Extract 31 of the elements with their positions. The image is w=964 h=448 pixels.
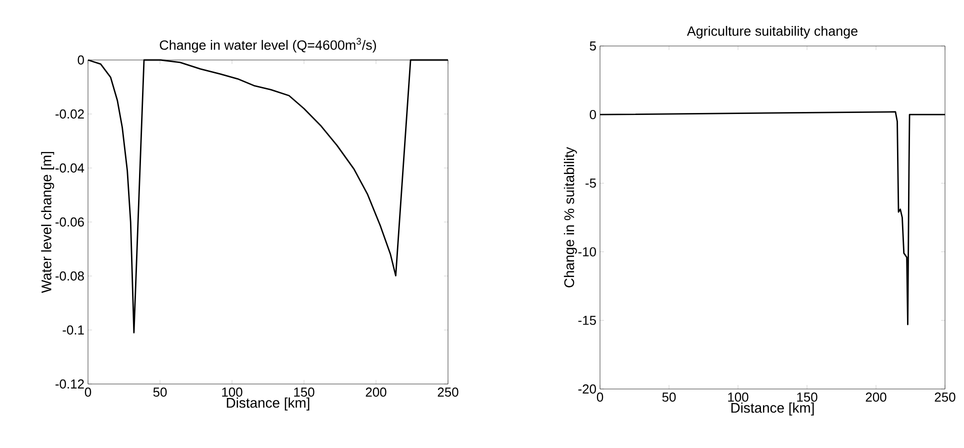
x-tick-label: 100 (728, 392, 748, 402)
y-tick-label: -15 (578, 316, 596, 325)
y-tick-label: 0 (78, 55, 84, 65)
y-axis-title: Water level change [m] (41, 152, 54, 293)
y-tick-label: -0.08 (56, 271, 84, 281)
x-tick-label: 0 (84, 388, 92, 397)
y-tick-label: -0.02 (56, 109, 84, 119)
x-tick-label: 150 (797, 392, 818, 402)
x-tick-label: 50 (153, 388, 167, 397)
chart-title: Change in water level (Q=4600m$^{3}$/s) (160, 38, 376, 53)
x-tick-label: 50 (662, 392, 676, 402)
x-axis-title: Distance [km] (731, 402, 814, 416)
x-axis-title: Distance [km] (226, 398, 310, 411)
x-tick-label: 200 (366, 388, 386, 397)
x-tick-label: 200 (866, 392, 886, 402)
y-tick-label: -0.12 (56, 379, 84, 389)
y-tick-label: -0.1 (62, 325, 84, 335)
chart-title: Agriculture suitability change (686, 26, 858, 39)
y-tick-label: -0.04 (56, 163, 84, 173)
y-tick-label: 0 (590, 110, 596, 120)
y-axis-title: Change in % suitability (564, 147, 577, 288)
y-tick-label: -5 (586, 178, 596, 188)
x-tick-label: 250 (934, 392, 956, 402)
x-tick-label: 150 (294, 388, 314, 397)
x-tick-label: 100 (222, 388, 242, 397)
x-tick-label: 0 (596, 392, 604, 402)
y-tick-label: -20 (578, 384, 596, 394)
y-tick-label: -0.06 (56, 217, 84, 227)
x-tick-label: 250 (438, 388, 458, 397)
y-tick-label: 5 (590, 41, 596, 51)
y-tick-label: -10 (578, 247, 596, 256)
